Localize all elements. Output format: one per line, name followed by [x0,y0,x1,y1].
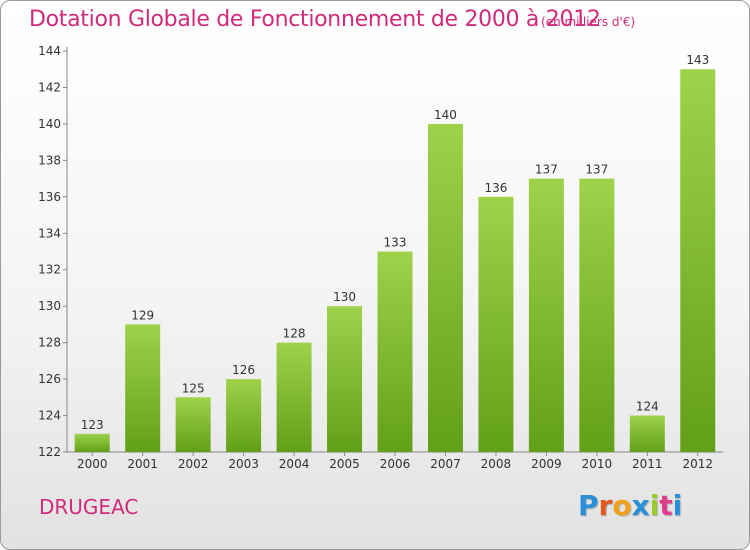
logo-letter: P [578,489,599,522]
x-tick-label: 2000 [77,457,108,471]
y-tick-label: 134 [38,226,61,240]
chart-title: Dotation Globale de Fonctionnement de 20… [29,7,601,32]
bar [175,397,211,452]
bar [276,342,312,452]
y-tick-label: 124 [38,409,61,423]
bar [680,69,716,453]
x-tick-label: 2006 [380,457,411,471]
x-tick-label: 2005 [329,457,360,471]
y-tick-label: 142 [38,80,61,94]
y-tick-label: 136 [38,190,61,204]
x-tick-label: 2007 [430,457,461,471]
bar [377,251,413,452]
proxiti-logo: Proxiti [578,489,682,522]
y-tick-label: 128 [38,336,61,350]
data-label: 123 [81,418,104,432]
x-tick-label: 2011 [632,457,663,471]
bar [226,379,262,452]
y-tick-label: 138 [38,153,61,167]
data-label: 126 [232,363,255,377]
chart-unit: (en milliers d'€) [541,15,636,29]
logo-letter: i [649,489,660,522]
x-tick-label: 2004 [279,457,310,471]
data-label: 128 [283,327,306,341]
data-label: 137 [535,163,558,177]
bar [74,433,110,452]
x-tick-label: 2009 [531,457,562,471]
data-label: 130 [333,290,356,304]
bar [125,324,161,452]
y-tick-label: 126 [38,372,61,386]
data-label: 129 [131,308,154,322]
bar [478,196,514,452]
y-tick-label: 140 [38,117,61,131]
logo-letter: i [672,489,683,522]
logo-letter: r [598,489,613,522]
x-tick-label: 2003 [228,457,259,471]
data-label: 133 [384,236,407,250]
logo-letter: t [659,489,673,522]
x-tick-label: 2002 [178,457,209,471]
logo-letter: o [612,489,632,522]
x-tick-label: 2001 [127,457,158,471]
data-label: 125 [182,381,205,395]
data-label: 140 [434,108,457,122]
bar [427,123,463,452]
x-tick-label: 2012 [682,457,713,471]
logo-letter: x [631,489,650,522]
x-tick-label: 2010 [582,457,613,471]
bar [629,415,665,452]
commune-name: DRUGEAC [39,495,139,519]
y-tick-label: 130 [38,299,61,313]
y-tick-label: 122 [38,445,61,459]
bar [528,178,564,452]
data-label: 124 [636,400,659,414]
x-tick-label: 2008 [481,457,512,471]
bar [327,306,363,452]
y-tick-label: 144 [38,44,61,58]
data-label: 143 [686,53,709,67]
data-label: 137 [585,163,608,177]
y-tick-label: 132 [38,263,61,277]
data-label: 136 [484,181,507,195]
bar [579,178,615,452]
